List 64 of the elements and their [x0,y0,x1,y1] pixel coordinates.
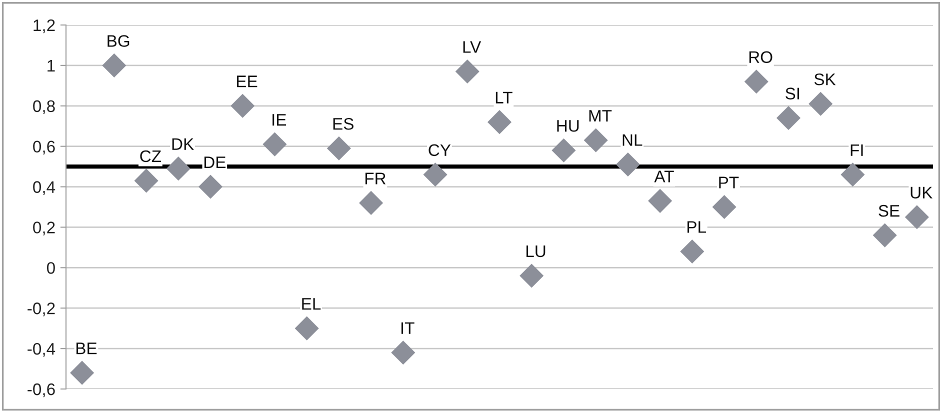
x-tick-label: LT [496,92,512,104]
y-tick-label: -0,2 [28,302,55,316]
x-tick-label: CZ [140,150,162,162]
x-tick-label: EL [302,298,321,310]
point [102,53,126,78]
point [166,156,190,181]
point [584,128,608,152]
point [840,162,865,187]
x-tick-label: HU [557,120,579,132]
x-tick-label: CY [428,144,451,156]
point [712,194,736,220]
point [487,110,512,134]
point [648,188,672,213]
point [359,190,384,215]
point [423,162,448,187]
point [391,340,416,365]
point [230,94,255,118]
x-tick-label: BG [108,35,130,47]
x-tick-label: DK [172,138,194,150]
x-tick-label: IT [401,322,414,334]
x-tick-label: PT [719,176,739,188]
point [520,264,544,288]
y-tick-label: 0 [46,262,55,274]
point [872,223,897,248]
x-tick-label: EE [237,76,258,88]
y-tick-label: 0,8 [33,100,55,114]
x-tick-label: RO [749,51,772,64]
y-tick-label: 1,2 [34,19,55,34]
x-tick-label: AT [654,170,674,182]
y-tick-label: 1 [48,60,55,72]
point [294,316,319,340]
x-tick-label: FI [850,144,863,156]
x-tick-label: NL [622,134,642,146]
x-tick-label: LV [463,41,482,53]
y-tick-label: 0,4 [33,181,56,195]
point [262,132,287,156]
y-tick-label: -0,6 [28,383,55,398]
y-tick-label: -0,4 [28,342,56,357]
point [808,92,833,116]
point [455,59,480,84]
point [198,174,223,199]
point [326,136,351,160]
x-tick-label: UK [910,186,932,199]
point [134,168,158,193]
point [904,205,929,230]
point [70,360,94,385]
x-tick-label: IE [272,114,286,126]
point [776,106,801,130]
y-tick-label: 0,2 [33,222,55,236]
x-tick-label: FR [365,172,386,184]
point [616,152,640,177]
point [744,70,768,94]
x-tick-label: MT [589,110,612,122]
x-tick-label: BE [76,342,97,354]
point [680,239,704,264]
y-tick-label: 0,6 [33,140,55,155]
x-tick-label: LU [526,246,546,258]
x-tick-label: SK [814,73,836,86]
x-tick-label: SE [878,204,900,217]
x-tick-label: ES [333,118,354,130]
x-tick-label: PL [688,221,706,233]
x-tick-label: SI [786,88,800,100]
x-tick-label: DE [204,156,226,168]
point [552,138,576,162]
